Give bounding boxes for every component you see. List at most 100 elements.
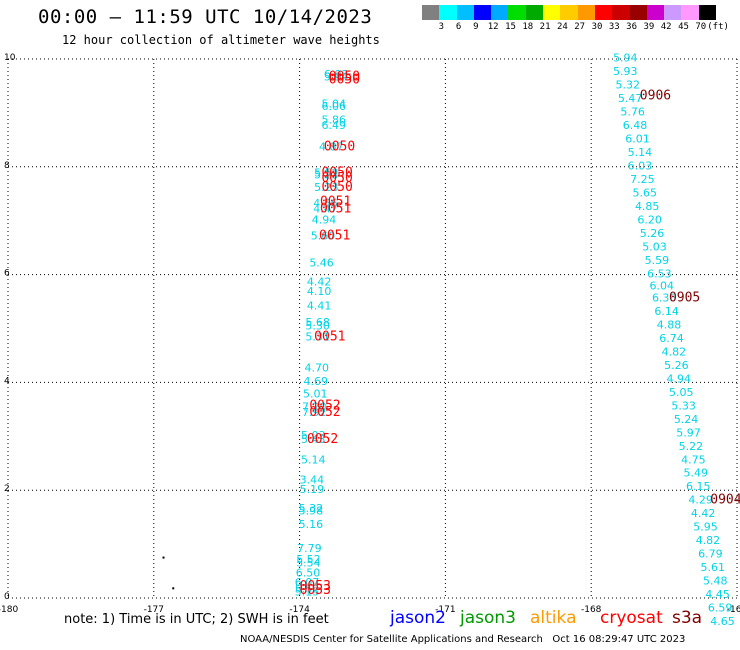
wave-height-point: 4.10: [307, 285, 332, 298]
color-scale-label: 12: [487, 22, 499, 32]
pass-time-label: 0050: [329, 72, 360, 87]
pass-time-label: 0052: [309, 398, 340, 413]
color-swatch: [473, 5, 492, 20]
pass-time-label: 0904: [710, 493, 740, 508]
wave-height-point: 6.06: [321, 100, 346, 113]
color-scale-label: 6: [455, 22, 462, 32]
y-tick-label: 4: [4, 376, 10, 386]
wave-height-point: 4.94: [312, 213, 337, 226]
wave-height-point: 5.30: [305, 320, 330, 333]
color-scale-labels: 3 6 9 12 15 18 21 24 27 30 33 36 39 42 45 70 (ft): [422, 22, 740, 34]
wave-height-point: 5.61: [701, 561, 726, 574]
color-scale-label: 45: [678, 22, 689, 32]
wave-height-point: 6.20: [637, 213, 662, 226]
wave-height-point: 5.01: [303, 387, 328, 400]
wave-height-point: 5.32: [299, 502, 324, 515]
wave-height-point: 4.47: [313, 203, 338, 216]
color-scale-label: (ft): [707, 22, 729, 32]
footer-credit: NOAA/NESDIS Center for Satellite Applica…: [240, 634, 686, 645]
wave-height-point: 5.48: [703, 575, 728, 588]
color-scale-label: 3: [438, 22, 445, 32]
color-swatch: [491, 5, 509, 20]
wave-height-point: 5.95: [693, 521, 718, 534]
wave-height-point: 6.07: [295, 576, 320, 589]
color-swatch: [594, 5, 613, 20]
wave-height-point: 5.52: [296, 553, 321, 566]
wave-height-point: 6.74: [659, 332, 684, 345]
wave-height-point: 5.14: [628, 146, 653, 159]
wave-height-point: 4.56: [313, 197, 338, 210]
units-note: note: 1) Time is in UTC; 2) SWH is in fe…: [64, 612, 329, 627]
wave-height-point: 6.14: [654, 305, 679, 318]
wave-height-point: 5.26: [640, 227, 665, 240]
x-tick-label: -168: [581, 605, 602, 615]
wave-height-point: 7.25: [630, 173, 655, 186]
wave-height-point: 6.01: [625, 133, 650, 146]
color-scale-label: 15: [505, 22, 516, 32]
pass-time-label: 0051: [319, 229, 350, 244]
wave-height-point: 4.75: [681, 453, 706, 466]
color-scale-label: 36: [626, 22, 638, 32]
pass-time-label: 0053: [300, 583, 331, 598]
wave-height-point: 5.54: [296, 557, 321, 570]
wave-height-point: 4.69: [303, 375, 328, 388]
pass-time-label: 0050: [324, 140, 355, 155]
wave-height-point: 4.82: [662, 345, 687, 358]
data-marker: [162, 556, 165, 559]
wave-height-point: 6.03: [628, 159, 653, 172]
wave-height-point: 5.05: [669, 386, 694, 399]
wave-height-point: 5.31: [305, 330, 330, 343]
wave-height-point: 5.43: [301, 433, 326, 446]
wave-height-point: 5.15: [295, 585, 320, 598]
color-scale-label: 70: [695, 22, 707, 32]
wave-height-point: 5.49: [684, 467, 709, 480]
wave-height-point: 4.94: [667, 372, 692, 385]
wave-height-point: 5.60: [311, 230, 336, 243]
color-swatch: [664, 5, 682, 20]
wave-height-point: 4.41: [307, 300, 332, 313]
pass-time-label: 0051: [314, 329, 345, 344]
color-scale-label: 21: [539, 22, 551, 32]
wave-height-point: 5.47: [618, 92, 643, 105]
wave-height-point: 5.59: [645, 254, 670, 267]
chart-subtitle: 12 hour collection of altimeter wave hei…: [62, 33, 380, 47]
wave-height-point: 4.42: [307, 275, 332, 288]
wave-height-point: 5.04: [321, 98, 346, 111]
wave-height-point: 7.20: [302, 400, 327, 413]
wave-height-point: 6.93: [324, 68, 349, 81]
wave-height-point: 7.92: [302, 406, 327, 419]
pass-time-label: 0051: [320, 202, 351, 217]
wave-height-point: 7.79: [297, 542, 322, 555]
wave-height-point: 6.59: [708, 601, 733, 614]
wave-height-point: 4.85: [635, 200, 660, 213]
color-scale-label: 9: [473, 22, 479, 32]
wave-height-point: 6.53: [647, 267, 672, 280]
wave-height-point: 6.15: [686, 480, 711, 493]
color-swatch: [681, 5, 699, 20]
color-scale-label: 30: [591, 22, 603, 32]
legend-item-jason2: jason2: [390, 608, 446, 628]
color-swatch: [629, 5, 647, 20]
wave-height-point: 5.65: [633, 186, 658, 199]
wave-height-point: 4.42: [691, 507, 716, 520]
wave-height-point: 6.79: [698, 548, 723, 561]
legend-item-s3a: s3a: [672, 608, 703, 628]
x-tick-label: -180: [0, 605, 18, 615]
wave-height-point: 5.19: [300, 483, 325, 496]
wave-height-point: 5.46: [309, 257, 334, 270]
wave-height-point: 5.97: [676, 426, 701, 439]
wave-height-point: 4.65: [710, 615, 735, 628]
wave-height-point: 6.49: [321, 119, 346, 132]
wave-height-point: 4.45: [705, 588, 730, 601]
wave-height-point: 5.03: [642, 240, 667, 253]
wave-height-point: 3.44: [300, 474, 325, 487]
wave-height-point: 5.26: [664, 359, 689, 372]
color-swatch: [508, 5, 526, 20]
color-scale-label: 24: [556, 22, 568, 32]
wave-height-point: 4.29: [688, 494, 713, 507]
color-swatch: [543, 5, 561, 20]
x-tick-label: -174: [289, 605, 310, 615]
color-scale-label: 18: [522, 22, 534, 32]
y-tick-label: 10: [4, 53, 16, 63]
